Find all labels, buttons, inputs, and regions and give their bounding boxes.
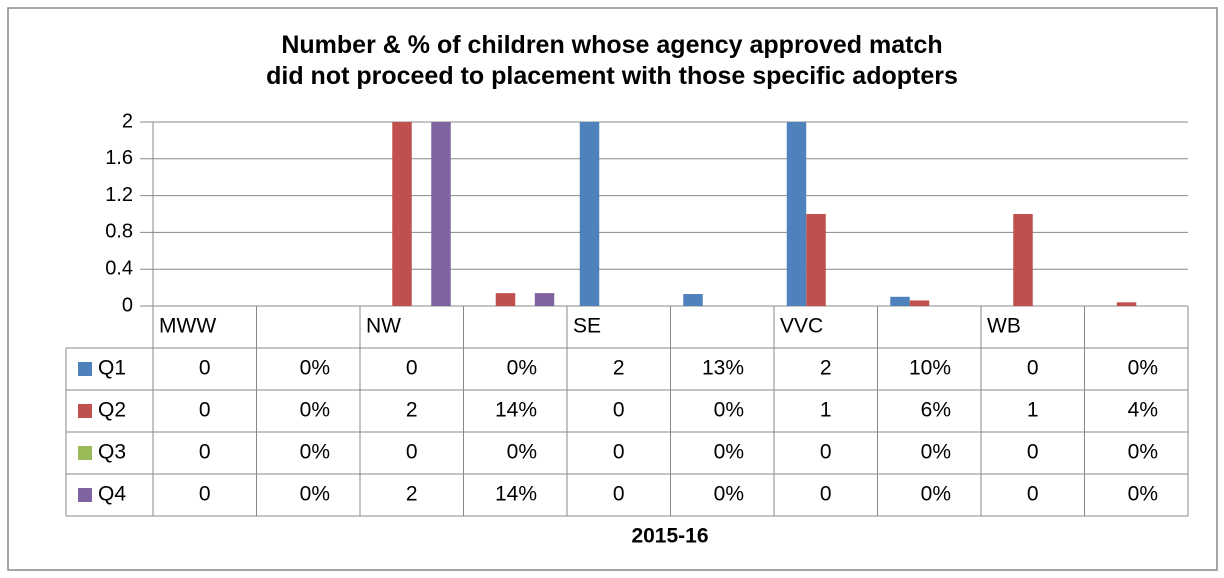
table-cell: 0 bbox=[199, 483, 211, 506]
table-cell: 0 bbox=[199, 357, 211, 380]
table-cell: 14% bbox=[495, 483, 537, 506]
table-cell: 0 bbox=[199, 399, 211, 422]
bar bbox=[1013, 214, 1033, 306]
table-cell: 0 bbox=[613, 441, 625, 464]
table-cell: 0 bbox=[1027, 357, 1039, 380]
table-cell: 0 bbox=[613, 483, 625, 506]
table-cell: 0% bbox=[1128, 441, 1158, 464]
bar bbox=[1116, 302, 1137, 306]
table-cell: 0 bbox=[199, 441, 211, 464]
table-cell: 0% bbox=[1128, 483, 1158, 506]
table-cell: 13% bbox=[702, 357, 744, 380]
table-cell: 0% bbox=[300, 483, 330, 506]
table-cell: 0 bbox=[820, 441, 832, 464]
y-tick-label: 0.4 bbox=[105, 257, 133, 279]
table-cell: 2 bbox=[613, 357, 625, 380]
legend-label: Q2 bbox=[98, 399, 126, 422]
x-axis-label: 2015-16 bbox=[631, 525, 708, 548]
table-cell: 2 bbox=[406, 483, 418, 506]
x-tick-label: WB bbox=[987, 315, 1021, 338]
table-cell: 0% bbox=[507, 441, 537, 464]
x-tick-label: MWW bbox=[159, 315, 216, 338]
table-cell: 14% bbox=[495, 399, 537, 422]
bar bbox=[579, 122, 600, 306]
bar bbox=[806, 214, 826, 306]
y-tick-label: 0 bbox=[122, 294, 133, 316]
y-tick-label: 2 bbox=[122, 110, 133, 132]
table-cell: 0% bbox=[1128, 357, 1158, 380]
chart-title: Number & % of children whose agency appr… bbox=[266, 31, 958, 90]
table-cell: 0 bbox=[406, 357, 418, 380]
table-cell: 0 bbox=[613, 399, 625, 422]
bar bbox=[890, 296, 910, 306]
table-cell: 0 bbox=[1027, 441, 1039, 464]
table-cell: 0% bbox=[300, 357, 330, 380]
table-cell: 1 bbox=[1027, 399, 1039, 422]
table-cell: 4% bbox=[1128, 399, 1158, 422]
bar bbox=[392, 122, 412, 306]
bar bbox=[534, 293, 555, 306]
table-cell: 6% bbox=[921, 399, 951, 422]
legend-swatch bbox=[78, 404, 92, 418]
table-cell: 0% bbox=[714, 483, 744, 506]
bar bbox=[431, 122, 451, 306]
table-cell: 0% bbox=[300, 441, 330, 464]
legend-label: Q3 bbox=[98, 441, 126, 464]
table-cell: 10% bbox=[909, 357, 951, 380]
bar bbox=[683, 294, 703, 306]
table-cell: 0% bbox=[714, 441, 744, 464]
legend-swatch bbox=[78, 446, 92, 460]
table-cell: 0 bbox=[820, 483, 832, 506]
y-tick-label: 0.8 bbox=[105, 221, 133, 243]
table-cell: 2 bbox=[820, 357, 832, 380]
x-tick-label: NW bbox=[366, 315, 401, 338]
x-tick-label: SE bbox=[573, 315, 601, 338]
table-cell: 0% bbox=[300, 399, 330, 422]
table-cell: 0 bbox=[406, 441, 418, 464]
table-cell: 0% bbox=[921, 441, 951, 464]
legend-label: Q4 bbox=[98, 483, 126, 506]
y-tick-label: 1.6 bbox=[105, 147, 133, 169]
table-cell: 0% bbox=[921, 483, 951, 506]
table-cell: 2 bbox=[406, 399, 418, 422]
x-tick-label: VVC bbox=[780, 315, 823, 338]
table-cell: 1 bbox=[820, 399, 832, 422]
bar bbox=[495, 293, 516, 306]
y-tick-label: 1.2 bbox=[105, 184, 133, 206]
table-cell: 0% bbox=[507, 357, 537, 380]
table-cell: 0% bbox=[714, 399, 744, 422]
legend-swatch bbox=[78, 488, 92, 502]
table-cell: 0 bbox=[1027, 483, 1039, 506]
bar bbox=[909, 300, 930, 306]
legend-label: Q1 bbox=[98, 357, 126, 380]
bar bbox=[786, 122, 807, 306]
legend-swatch bbox=[78, 362, 92, 376]
